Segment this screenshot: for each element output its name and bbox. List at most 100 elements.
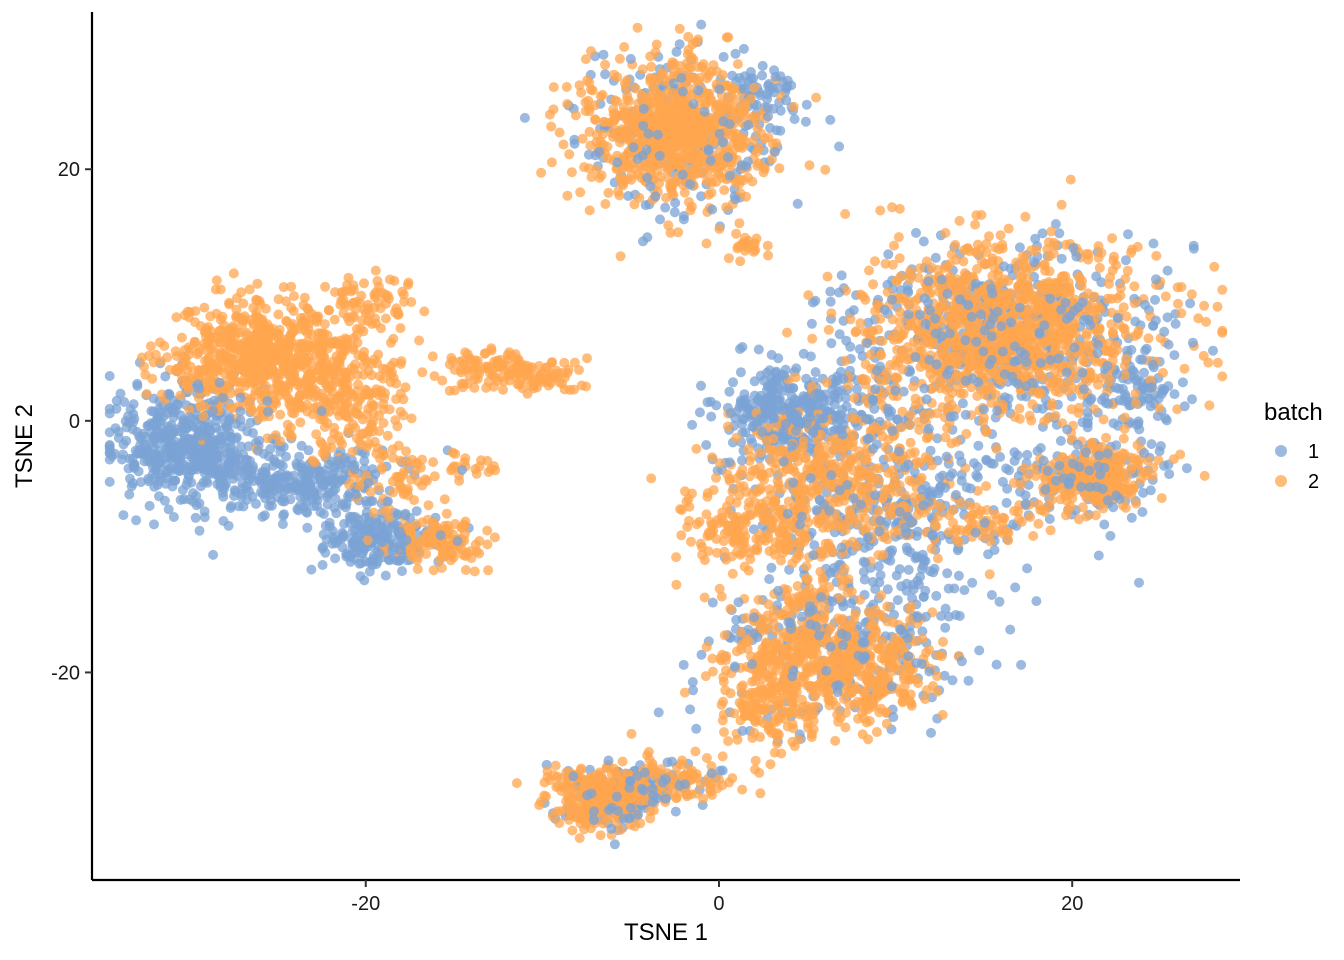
scatter-point-batch-2 [622,75,633,86]
scatter-point-batch-2 [554,127,565,138]
scatter-point-batch-2 [611,125,622,136]
scatter-point-batch-2 [485,368,496,379]
scatter-point-batch-2 [141,389,152,399]
scatter-point-batch-2 [410,465,421,476]
scatter-point-batch-2 [455,365,466,376]
scatter-point-batch-2 [307,314,318,324]
scatter-point-batch-2 [368,507,379,518]
scatter-point-batch-1 [943,583,954,594]
scatter-point-batch-1 [772,380,782,391]
scatter-point-batch-1 [163,504,174,515]
scatter-point-batch-2 [584,205,595,216]
scatter-point-batch-1 [957,398,968,409]
scatter-point-batch-2 [392,307,403,317]
scatter-point-batch-2 [225,402,236,413]
scatter-point-batch-2 [615,172,625,183]
scatter-point-batch-2 [193,369,204,380]
scatter-point-batch-2 [869,256,880,267]
scatter-point-batch-1 [926,727,936,738]
scatter-point-batch-2 [584,106,595,117]
scatter-point-batch-2 [603,187,614,198]
scatter-point-batch-1 [320,547,331,558]
scatter-point-batch-2 [671,136,682,147]
scatter-point-batch-1 [986,590,997,600]
scatter-point-batch-2 [524,370,535,381]
scatter-point-batch-1 [115,388,126,399]
scatter-point-batch-2 [320,396,331,407]
scatter-point-batch-1 [324,517,335,528]
scatter-point-batch-1 [609,839,620,850]
scatter-point-batch-2 [211,333,222,344]
scatter-point-batch-1 [967,577,978,588]
scatter-point-batch-1 [1009,455,1020,466]
scatter-point-batch-2 [237,377,248,388]
scatter-point-batch-2 [605,117,616,128]
scatter-point-batch-2 [454,356,465,367]
scatter-point-batch-2 [666,184,677,195]
scatter-point-batch-1 [696,191,707,202]
scatter-point-batch-1 [724,386,735,397]
scatter-point-batch-2 [752,160,763,171]
scatter-point-batch-1 [130,445,141,456]
scatter-point-batch-1 [131,515,142,526]
scatter-point-batch-2 [359,278,369,289]
scatter-point-batch-2 [749,82,760,93]
scatter-point-batch-2 [172,363,183,374]
scatter-point-batch-1 [1185,298,1196,309]
scatter-point-batch-2 [147,373,158,384]
scatter-point-batch-2 [732,59,743,70]
scatter-point-batch-2 [481,382,492,393]
scatter-point-batch-2 [706,114,717,125]
scatter-point-batch-1 [1023,480,1034,490]
scatter-point-batch-2 [584,163,595,174]
scatter-point-batch-2 [310,385,321,396]
scatter-point-batch-1 [781,83,792,94]
scatter-point-batch-2 [542,362,553,373]
scatter-point-batch-2 [615,251,626,262]
scatter-point-batch-2 [391,394,402,405]
scatter-point-batch-1 [162,433,173,444]
scatter-point-batch-1 [330,553,341,564]
scatter-point-batch-2 [248,302,259,313]
scatter-point-batch-2 [230,331,240,342]
scatter-point-batch-1 [292,504,303,514]
scatter-point-batch-1 [199,506,210,517]
scatter-point-batch-1 [277,519,288,530]
scatter-point-batch-2 [323,305,334,315]
scatter-point-batch-1 [119,397,130,407]
scatter-point-batch-2 [192,349,203,360]
scatter-point-batch-2 [600,199,611,209]
scatter-point-batch-2 [562,99,573,109]
scatter-point-batch-2 [323,378,334,388]
scatter-point-batch-1 [825,114,836,125]
scatter-point-batch-1 [638,236,648,247]
scatter-point-batch-1 [324,487,335,498]
scatter-point-batch-2 [395,359,406,369]
scatter-point-batch-2 [723,253,734,264]
scatter-point-batch-1 [149,519,159,530]
scatter-point-batch-1 [383,554,394,565]
scatter-point-batch-2 [502,354,513,365]
scatter-point-batch-1 [1056,253,1067,264]
scatter-point-batch-1 [834,141,845,152]
scatter-point-batch-1 [1139,367,1149,378]
scatter-point-batch-1 [1055,435,1066,446]
scatter-point-batch-2 [260,303,271,314]
scatter-point-batch-1 [912,526,923,537]
scatter-point-batch-2 [370,265,381,276]
scatter-point-batch-2 [637,64,648,75]
scatter-point-batch-2 [762,240,773,251]
scatter-point-batch-2 [714,224,725,234]
scatter-point-batch-1 [706,411,717,422]
scatter-point-batch-2 [597,89,608,100]
scatter-point-batch-2 [378,404,389,415]
scatter-point-batch-2 [343,272,354,283]
scatter-point-batch-2 [526,380,537,391]
scatter-point-batch-1 [1099,519,1110,530]
scatter-point-batch-2 [643,94,653,105]
scatter-point-batch-2 [488,461,499,472]
scatter-point-batch-1 [766,562,777,573]
scatter-point-batch-2 [419,533,430,544]
scatter-point-batch-2 [302,303,313,314]
